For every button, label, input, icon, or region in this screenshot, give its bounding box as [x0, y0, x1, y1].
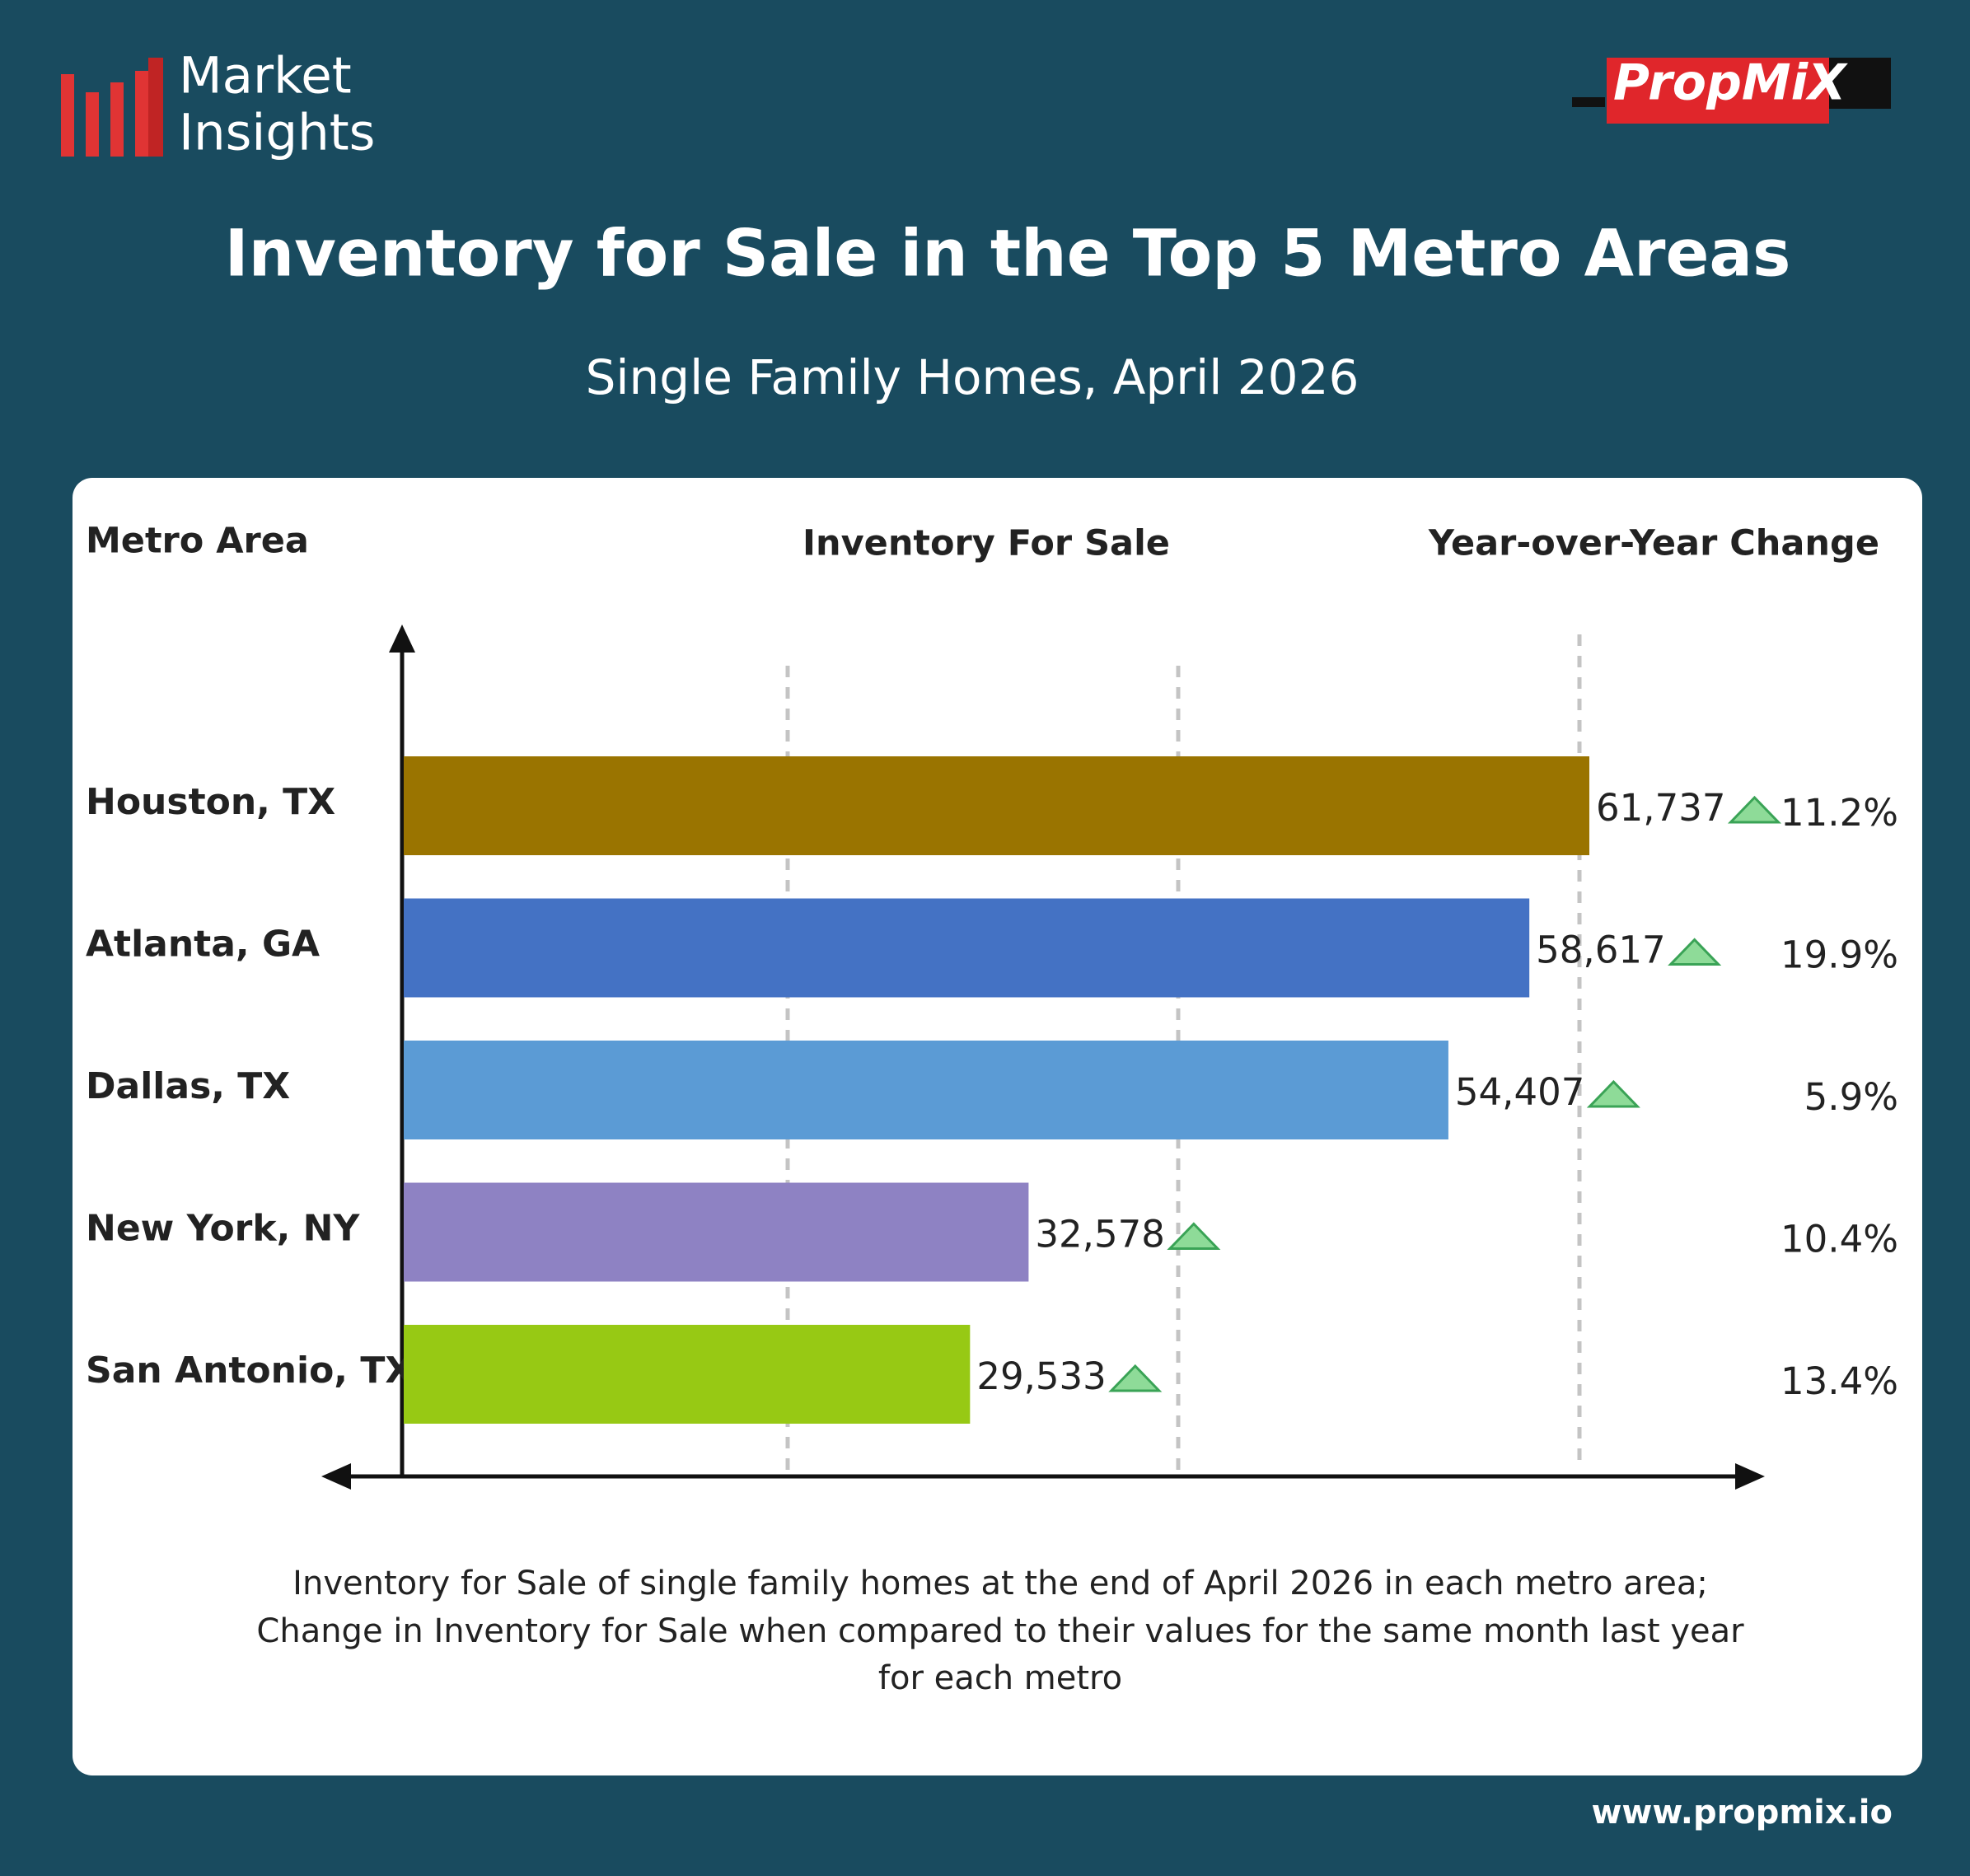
up-triangle — [1586, 1079, 1640, 1108]
column-header: Inventory For Sale — [803, 523, 1170, 564]
bar — [404, 1041, 1448, 1139]
value-label: 54,407 — [1455, 1070, 1584, 1114]
change-label: 13.4% — [1780, 1359, 1898, 1403]
propmix-logo: PropMiX — [1613, 54, 1848, 112]
up-triangle — [1108, 1364, 1163, 1392]
footnote: for each metro — [878, 1659, 1122, 1697]
market-insights-logo-icon — [61, 58, 163, 157]
change-label: 10.4% — [1780, 1218, 1898, 1261]
value-label: 58,617 — [1536, 929, 1665, 972]
up-triangle — [1727, 795, 1782, 824]
bar — [404, 1325, 971, 1424]
category-label: New York, NY — [86, 1208, 361, 1250]
category-label: Dallas, TX — [86, 1065, 290, 1107]
up-triangle — [1167, 1222, 1221, 1250]
change-label: 11.2% — [1780, 791, 1898, 835]
category-label: San Antonio, TX — [86, 1350, 413, 1392]
column-header: Metro Area — [86, 521, 309, 562]
category-label: Atlanta, GA — [86, 924, 320, 966]
bar — [404, 756, 1589, 855]
website: www.propmix.io — [1591, 1794, 1893, 1832]
value-label: 61,737 — [1596, 786, 1725, 830]
value-label: 29,533 — [976, 1354, 1106, 1398]
category-label: Houston, TX — [86, 781, 335, 823]
footnote: Change in Inventory for Sale when compar… — [256, 1612, 1744, 1650]
propmix-logo-box — [1572, 58, 1891, 124]
chart-subtitle: Single Family Homes, April 2026 — [586, 349, 1359, 405]
brand-line: Market — [179, 47, 352, 105]
axes — [321, 625, 1765, 1490]
bar — [404, 898, 1530, 998]
brand-line: Insights — [179, 104, 375, 162]
change-label: 19.9% — [1780, 933, 1898, 977]
value-label: 32,578 — [1035, 1213, 1164, 1256]
up-triangle — [1668, 938, 1722, 966]
column-header: Year-over-Year Change — [1428, 523, 1879, 564]
change-label: 5.9% — [1804, 1075, 1898, 1119]
bar — [404, 1182, 1029, 1282]
chart-title: Inventory for Sale in the Top 5 Metro Ar… — [225, 217, 1791, 291]
footnote: Inventory for Sale of single family home… — [292, 1565, 1708, 1602]
